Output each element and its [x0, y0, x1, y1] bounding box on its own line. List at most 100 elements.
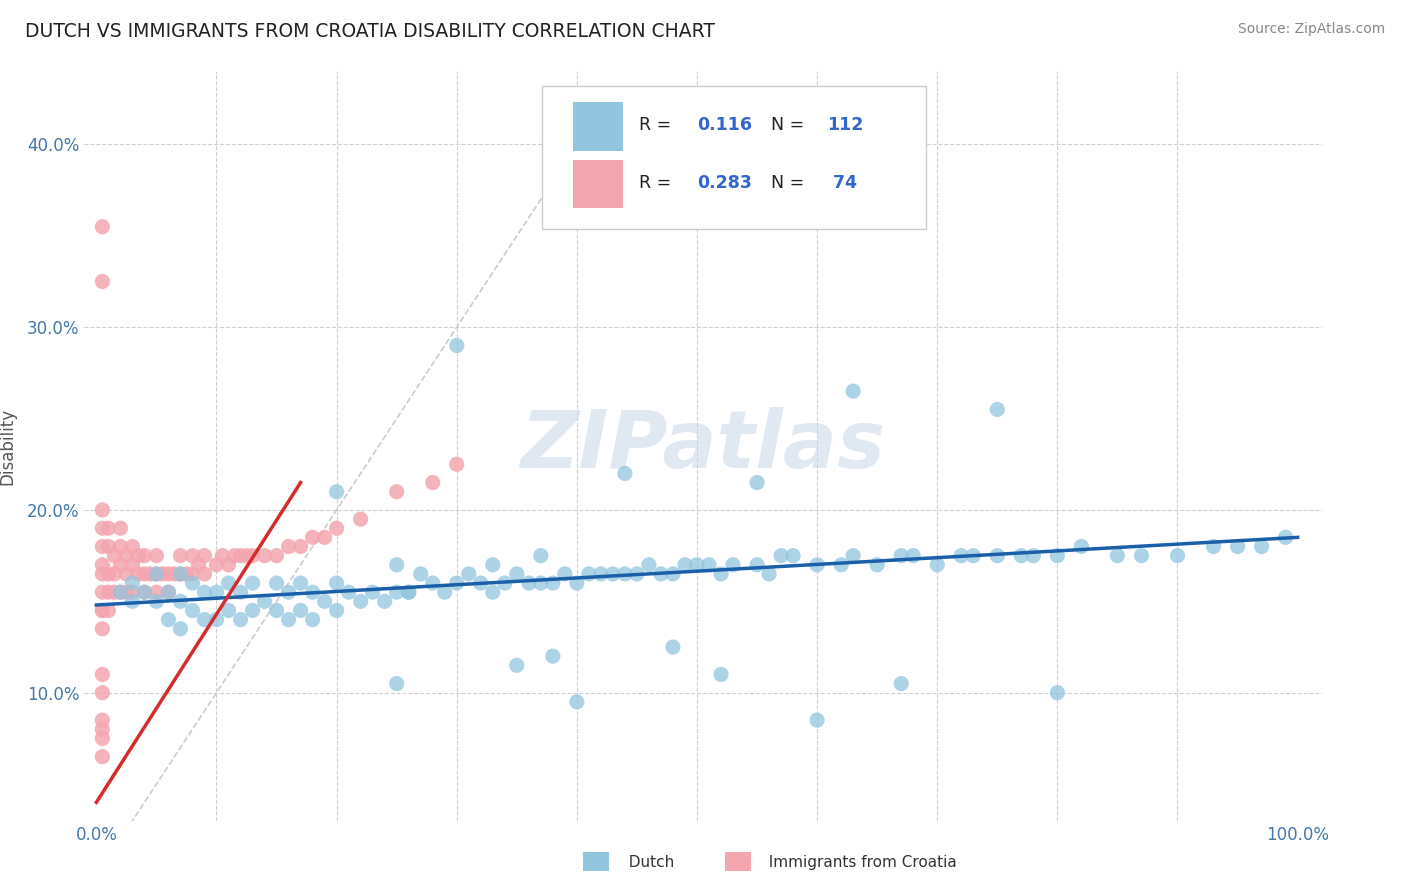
Point: [565, 576, 588, 591]
Point: [97, 521, 120, 535]
Point: [211, 549, 233, 563]
Point: [950, 549, 973, 563]
Point: [91, 713, 114, 727]
Point: [1130, 549, 1153, 563]
Point: [554, 566, 576, 581]
Point: [398, 585, 420, 599]
Point: [242, 603, 264, 617]
Point: [169, 549, 191, 563]
Text: R =: R =: [638, 117, 676, 135]
Point: [139, 566, 162, 581]
Point: [565, 695, 588, 709]
Point: [163, 566, 186, 581]
Point: [253, 594, 276, 608]
Point: [157, 585, 180, 599]
Point: [1250, 540, 1272, 554]
Point: [277, 613, 299, 627]
Point: [589, 566, 612, 581]
Point: [127, 549, 149, 563]
Point: [91, 275, 114, 289]
Point: [157, 585, 180, 599]
Point: [710, 667, 733, 681]
Point: [91, 603, 114, 617]
Point: [193, 566, 215, 581]
Point: [121, 540, 143, 554]
Point: [235, 549, 257, 563]
Point: [890, 676, 912, 690]
Point: [187, 558, 209, 572]
Point: [830, 558, 852, 572]
Point: [169, 566, 191, 581]
Point: [903, 549, 925, 563]
Point: [97, 585, 120, 599]
Point: [422, 475, 444, 490]
Point: [91, 731, 114, 746]
Point: [745, 475, 768, 490]
Point: [506, 566, 529, 581]
Point: [530, 549, 553, 563]
Point: [541, 576, 564, 591]
Point: [385, 484, 408, 499]
Bar: [574, 160, 623, 209]
Point: [157, 566, 180, 581]
Point: [613, 467, 636, 481]
Point: [494, 576, 516, 591]
Point: [157, 613, 180, 627]
Point: [782, 549, 804, 563]
Point: [110, 521, 132, 535]
Point: [91, 686, 114, 700]
Point: [866, 558, 889, 572]
Point: [662, 640, 685, 654]
Point: [578, 566, 600, 581]
Point: [325, 603, 347, 617]
Point: [266, 576, 288, 591]
Point: [422, 576, 444, 591]
Point: [385, 558, 408, 572]
Point: [127, 566, 149, 581]
Point: [314, 530, 336, 544]
Point: [193, 585, 215, 599]
Point: [325, 521, 347, 535]
Point: [986, 549, 1008, 563]
Point: [697, 558, 720, 572]
Point: [103, 549, 125, 563]
Point: [325, 576, 347, 591]
Point: [409, 566, 432, 581]
Point: [1274, 530, 1296, 544]
Point: [205, 613, 228, 627]
Point: [193, 549, 215, 563]
Point: [91, 219, 114, 234]
Point: [517, 576, 540, 591]
Point: [121, 594, 143, 608]
Text: Source: ZipAtlas.com: Source: ZipAtlas.com: [1237, 22, 1385, 37]
Point: [374, 594, 396, 608]
Point: [110, 540, 132, 554]
Point: [134, 549, 156, 563]
Point: [301, 613, 323, 627]
Point: [806, 558, 828, 572]
Point: [927, 558, 949, 572]
Point: [314, 594, 336, 608]
Point: [290, 603, 312, 617]
Point: [277, 540, 299, 554]
Point: [193, 613, 215, 627]
Point: [662, 566, 685, 581]
Point: [205, 585, 228, 599]
Point: [91, 521, 114, 535]
Point: [181, 549, 204, 563]
Point: [121, 585, 143, 599]
Point: [470, 576, 492, 591]
Point: [1166, 549, 1188, 563]
Point: [169, 566, 191, 581]
Point: [91, 749, 114, 764]
Point: [290, 576, 312, 591]
Text: N =: N =: [770, 117, 810, 135]
Point: [842, 384, 865, 399]
Point: [97, 603, 120, 617]
Point: [121, 576, 143, 591]
Point: [218, 558, 240, 572]
Point: [1046, 686, 1069, 700]
Point: [253, 549, 276, 563]
Point: [103, 566, 125, 581]
Text: 74: 74: [827, 175, 856, 193]
